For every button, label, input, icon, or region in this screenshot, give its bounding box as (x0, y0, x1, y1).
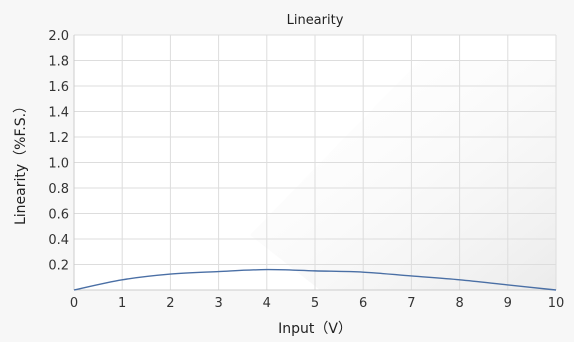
x-tick-label: 5 (311, 296, 319, 311)
grid (74, 34, 557, 290)
x-tick-label: 0 (70, 296, 78, 311)
x-tick-label: 2 (166, 296, 174, 311)
y-axis-title: Linearity（%F.S.） (13, 99, 29, 225)
y-tick-label: 2.0 (48, 29, 69, 44)
chart-title: Linearity (287, 13, 344, 28)
y-tick-label: 0.8 (48, 182, 69, 197)
axes (73, 35, 556, 291)
y-tick-label: 1.8 (48, 55, 69, 70)
x-tick-label: 10 (548, 296, 565, 311)
x-axis-title: Input（V） (278, 321, 352, 337)
series-line-1 (73, 268, 557, 291)
x-tick-label: 3 (214, 296, 222, 311)
x-tick-label: 6 (359, 296, 367, 311)
y-tick-label: 0.4 (48, 233, 69, 248)
x-tick-label: 9 (504, 296, 512, 311)
y-tick-label: 1.2 (48, 131, 69, 146)
x-tick-label: 7 (407, 296, 415, 311)
x-tick-label: 1 (118, 296, 126, 311)
x-tick-labels: 0 1 2 3 4 5 6 7 8 9 10 (70, 296, 564, 311)
y-tick-label: 1.4 (48, 106, 69, 121)
y-tick-label: 0.2 (48, 259, 69, 274)
y-tick-label: 0.6 (48, 208, 69, 223)
x-tick-label: 4 (263, 296, 271, 311)
y-tick-label: 1.0 (48, 157, 69, 172)
decorative-shape (250, 60, 556, 290)
series-layer (73, 268, 557, 291)
y-tick-labels: 0.2 0.4 0.6 0.8 1.0 1.2 1.4 1.6 1.8 2.0 (48, 29, 69, 274)
y-tick-label: 1.6 (48, 80, 69, 95)
x-tick-label: 8 (455, 296, 463, 311)
